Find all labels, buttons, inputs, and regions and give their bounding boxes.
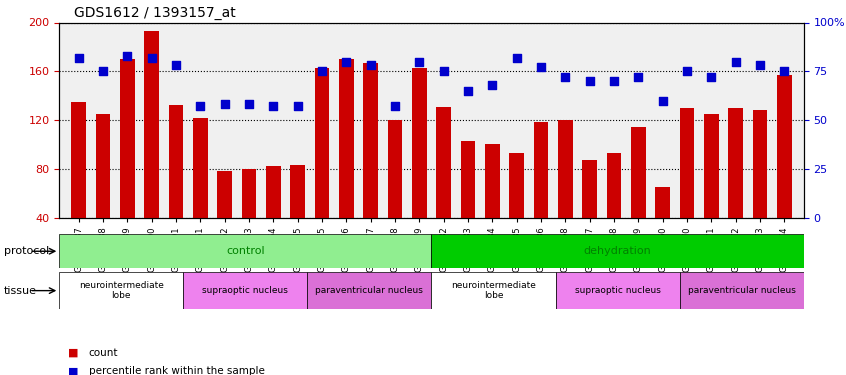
Point — [728, 58, 742, 64]
Text: neurointermediate
lobe: neurointermediate lobe — [79, 281, 163, 300]
Bar — [534, 122, 548, 218]
Point — [145, 55, 158, 61]
Point — [242, 101, 255, 107]
Bar — [728, 108, 743, 218]
Text: protocol: protocol — [4, 246, 49, 256]
Point — [486, 82, 499, 88]
Point — [72, 55, 85, 61]
Bar — [96, 114, 110, 218]
Bar — [266, 166, 281, 218]
Text: ■: ■ — [68, 348, 78, 357]
Bar — [777, 75, 792, 217]
Point — [461, 88, 475, 94]
FancyBboxPatch shape — [184, 272, 307, 309]
Point — [194, 104, 207, 110]
Text: supraoptic nucleus: supraoptic nucleus — [202, 286, 288, 295]
Point — [218, 101, 232, 107]
Point — [705, 74, 718, 80]
Bar — [71, 102, 86, 217]
FancyBboxPatch shape — [556, 272, 679, 309]
Point — [777, 68, 791, 74]
Bar — [217, 171, 232, 217]
Point — [316, 68, 329, 74]
Point — [364, 62, 377, 68]
Point — [121, 53, 135, 58]
Text: GDS1612 / 1393157_at: GDS1612 / 1393157_at — [74, 6, 236, 20]
Point — [753, 62, 766, 68]
Point — [558, 74, 572, 80]
Bar — [607, 153, 621, 218]
Point — [339, 58, 353, 64]
Bar — [631, 128, 645, 218]
Bar — [193, 118, 207, 218]
Point — [388, 104, 402, 110]
FancyBboxPatch shape — [679, 272, 804, 309]
Bar — [679, 108, 695, 218]
Point — [266, 104, 280, 110]
Point — [656, 98, 669, 104]
Bar — [242, 169, 256, 217]
Bar — [339, 59, 354, 217]
Text: paraventricular nucleus: paraventricular nucleus — [316, 286, 423, 295]
Text: control: control — [226, 246, 265, 256]
Point — [583, 78, 596, 84]
Text: paraventricular nucleus: paraventricular nucleus — [688, 286, 795, 295]
Bar — [412, 68, 426, 218]
FancyBboxPatch shape — [307, 272, 431, 309]
FancyBboxPatch shape — [59, 234, 431, 268]
Point — [291, 104, 305, 110]
Point — [169, 62, 183, 68]
Text: neurointermediate
lobe: neurointermediate lobe — [451, 281, 536, 300]
Point — [510, 55, 524, 61]
Bar — [558, 120, 573, 218]
FancyBboxPatch shape — [59, 272, 184, 309]
Bar — [290, 165, 305, 218]
Text: ■: ■ — [68, 366, 78, 375]
Bar — [485, 144, 500, 218]
Bar — [509, 153, 524, 218]
Bar — [120, 59, 135, 217]
Bar — [363, 63, 378, 217]
Bar — [704, 114, 718, 218]
Point — [437, 68, 450, 74]
Point — [631, 74, 645, 80]
Bar — [437, 106, 451, 218]
Point — [680, 68, 694, 74]
Text: tissue: tissue — [4, 286, 37, 296]
Text: supraoptic nucleus: supraoptic nucleus — [574, 286, 661, 295]
Bar — [387, 120, 402, 218]
Point — [413, 58, 426, 64]
Point — [534, 64, 547, 70]
Bar — [461, 141, 475, 218]
Bar — [582, 160, 597, 218]
Text: dehydration: dehydration — [584, 246, 651, 256]
FancyBboxPatch shape — [431, 234, 804, 268]
Bar — [315, 68, 329, 218]
Bar — [145, 31, 159, 217]
Text: percentile rank within the sample: percentile rank within the sample — [89, 366, 265, 375]
Bar — [753, 110, 767, 218]
Point — [96, 68, 110, 74]
Bar — [168, 105, 184, 218]
Point — [607, 78, 621, 84]
Bar — [656, 187, 670, 218]
Text: count: count — [89, 348, 118, 357]
FancyBboxPatch shape — [431, 272, 556, 309]
